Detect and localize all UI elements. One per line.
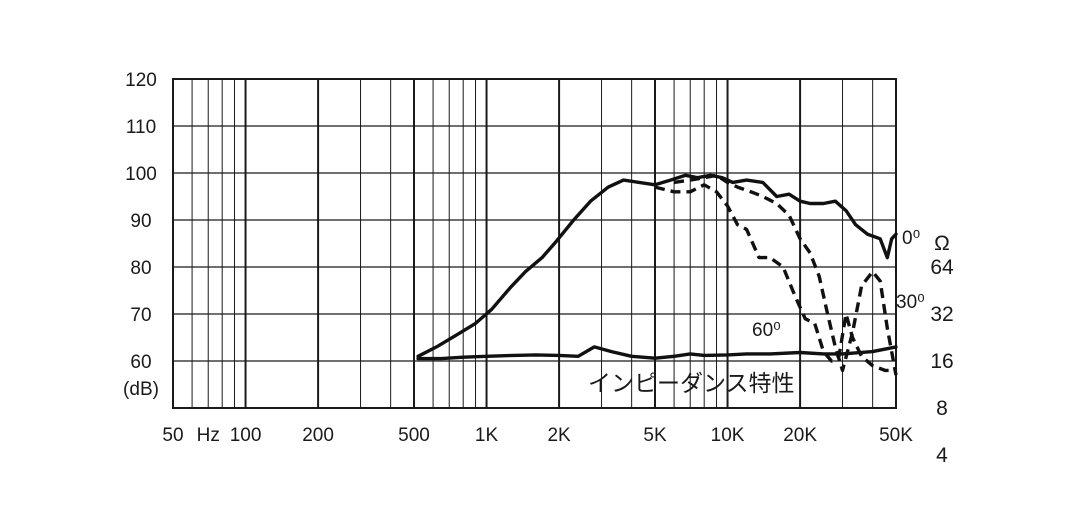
impedance-tick-label: 16 <box>930 350 953 373</box>
grid-lines <box>173 79 896 408</box>
y-tick-label: 90 <box>130 211 151 232</box>
y-tick-label: 110 <box>126 117 156 138</box>
series-line-30deg <box>673 173 898 376</box>
impedance-axis-title: Ω <box>934 232 950 255</box>
x-tick-label: 50K <box>879 425 913 446</box>
x-tick-label: 50 <box>162 425 183 446</box>
y-axis-tick-labels: 120 110 100 90 80 70 60 <box>125 70 157 373</box>
y-tick-label: 80 <box>130 258 151 279</box>
impedance-tick-label: 32 <box>930 303 953 326</box>
series-lines <box>416 173 898 376</box>
y-tick-label: 60 <box>130 352 151 373</box>
y-tick-label: 120 <box>125 70 157 91</box>
x-tick-label: 1K <box>475 425 499 446</box>
series-line-60deg <box>654 183 896 373</box>
x-axis-tick-labels: 50 Hz 100 200 500 1K 2K 5K 10K 20K 50K <box>162 425 913 446</box>
impedance-tick-label: 4 <box>936 444 948 467</box>
y-tick-label: 100 <box>125 164 157 185</box>
x-tick-label: 20K <box>783 425 817 446</box>
x-tick-label: 100 <box>230 425 262 446</box>
x-tick-label: 500 <box>398 425 430 446</box>
y-axis-unit-label: (dB) <box>123 379 159 400</box>
x-tick-label: 2K <box>547 425 571 446</box>
y-tick-label: 70 <box>130 305 151 326</box>
impedance-curve-label: インピーダンス特性 <box>588 371 795 397</box>
series-label-60deg: 60⁰ <box>752 320 781 341</box>
series-line-0deg <box>416 173 898 358</box>
x-tick-label: 10K <box>711 425 745 446</box>
series-label-0deg: 0⁰ <box>902 228 920 249</box>
x-tick-label: 200 <box>302 425 334 446</box>
impedance-tick-label: 64 <box>930 256 954 279</box>
x-tick-label: 5K <box>643 425 667 446</box>
impedance-curve-line <box>416 345 898 361</box>
plot-frame <box>172 78 897 409</box>
impedance-tick-label: 8 <box>936 397 948 420</box>
x-tick-label: Hz <box>197 425 220 446</box>
impedance-axis-tick-labels: 64 32 16 8 4 <box>930 256 954 467</box>
series-label-30deg: 30⁰ <box>896 292 925 313</box>
